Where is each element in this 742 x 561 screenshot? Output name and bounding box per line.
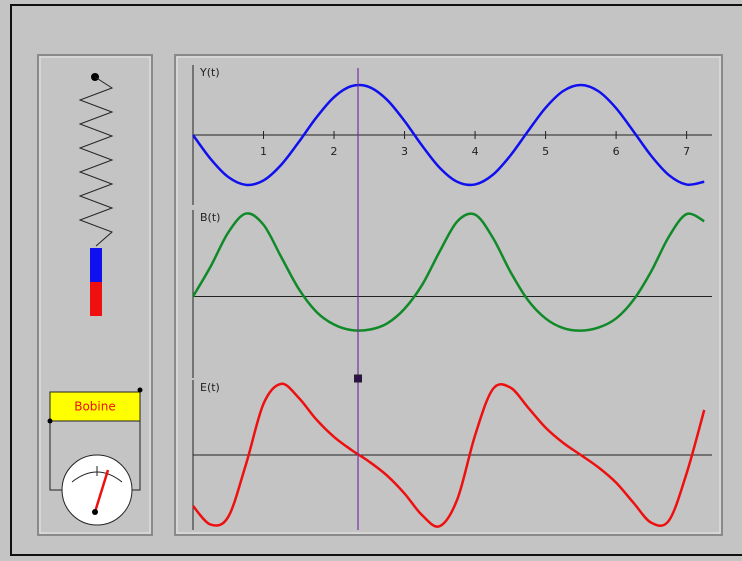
coil-label: Bobine <box>74 400 116 414</box>
terminal <box>48 419 53 424</box>
x-tick-label: 3 <box>401 145 408 158</box>
magnet-north <box>90 248 102 282</box>
chart-title: E(t) <box>200 381 220 394</box>
x-tick-label: 1 <box>260 145 267 158</box>
x-tick-label: 6 <box>613 145 620 158</box>
x-tick-label: 7 <box>683 145 690 158</box>
x-tick-label: 2 <box>331 145 338 158</box>
cursor-handle <box>355 375 362 382</box>
needle-pivot <box>92 509 98 515</box>
magnet-south <box>90 282 102 316</box>
terminal <box>138 388 143 393</box>
simulation: Bobine Y(t) 1 2 3 4 5 6 7 B(t) E(t) <box>0 0 742 561</box>
x-tick-label: 4 <box>472 145 479 158</box>
chart-title: Y(t) <box>199 66 220 79</box>
graph-panel <box>175 55 722 535</box>
x-tick-label: 5 <box>542 145 549 158</box>
meter <box>62 455 132 525</box>
chart-title: B(t) <box>200 211 220 224</box>
